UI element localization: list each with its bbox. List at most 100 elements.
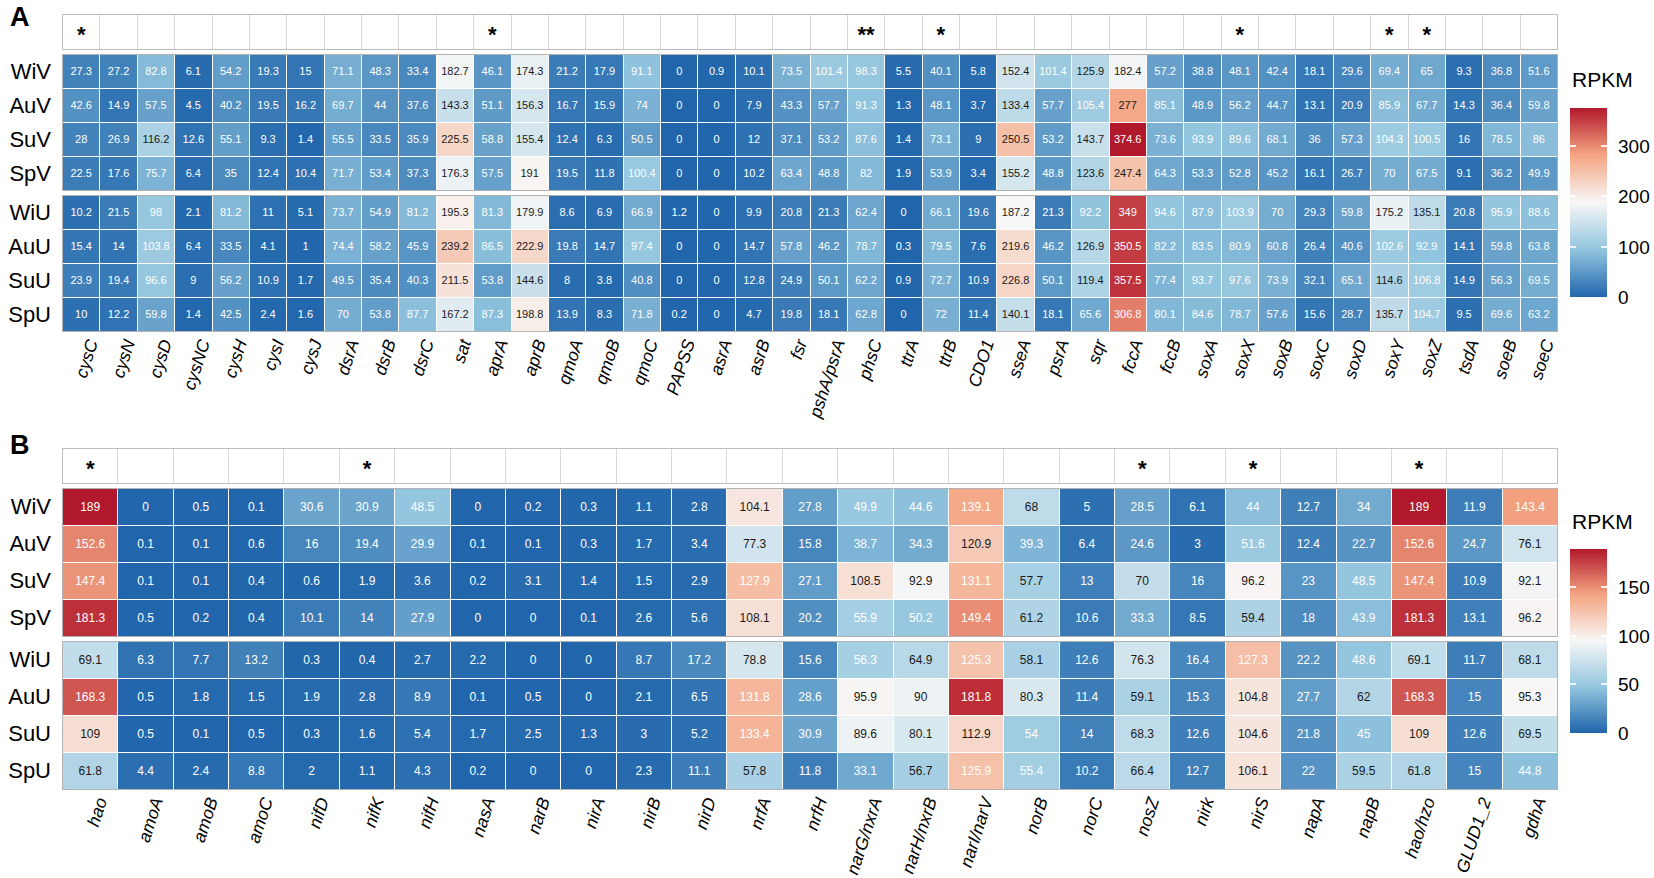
heatmap-cell: 195.3 [437, 196, 473, 229]
heatmap-cell: 61.8 [63, 753, 117, 789]
heatmap-cell: 62 [1337, 679, 1391, 715]
heatmap-cell: 19.6 [960, 196, 996, 229]
heatmap-cell: 53.4 [362, 157, 398, 190]
panel-b-label: B [10, 430, 30, 461]
heatmap-cell: 68.1 [1259, 123, 1295, 156]
significance-cell [287, 15, 323, 49]
heatmap-cell: 9.5 [1446, 298, 1482, 331]
gene-label: cysJ [296, 337, 327, 377]
significance-cell [586, 15, 622, 49]
heatmap-cell: 40.2 [213, 89, 249, 122]
gene-label: nasA [467, 795, 499, 839]
heatmap-cell: 103.8 [138, 230, 174, 263]
heatmap-cell: 104.3 [1371, 123, 1407, 156]
heatmap-cell: 22 [1281, 753, 1335, 789]
heatmap-cell: 50.1 [1035, 264, 1071, 297]
heatmap-cell: 59.8 [1334, 196, 1370, 229]
heatmap-cell: 112.9 [949, 716, 1003, 752]
heatmap-cell: 62.2 [848, 264, 884, 297]
heatmap-cell: 15.9 [586, 89, 622, 122]
heatmap-cell: 0.2 [174, 600, 228, 636]
significance-cell [213, 15, 249, 49]
heatmap-cell: 12.2 [100, 298, 136, 331]
heatmap-cell: 95.3 [1503, 679, 1557, 715]
heatmap-cell: 55.1 [213, 123, 249, 156]
significance-cell [736, 15, 772, 49]
heatmap-cell: 11.4 [960, 298, 996, 331]
heatmap-cell: 10.1 [736, 55, 772, 88]
heatmap-cell: 26.9 [100, 123, 136, 156]
gene-label: ttrB [933, 337, 961, 369]
heatmap-cell: 33.1 [838, 753, 892, 789]
heatmap-cell: 33.5 [362, 123, 398, 156]
heatmap-cell: 2.1 [617, 679, 671, 715]
heatmap-cell: 16 [1446, 123, 1482, 156]
row-label: WiU [0, 642, 58, 678]
heatmap-cell: 0.5 [118, 600, 172, 636]
row-label: WiU [0, 196, 58, 229]
heatmap-cell: 54 [1004, 716, 1058, 752]
significance-cell [949, 449, 1003, 483]
heatmap-cell: 2.2 [451, 642, 505, 678]
heatmap-cell: 70 [1371, 157, 1407, 190]
heatmap-cell: 65.6 [1072, 298, 1108, 331]
heatmap-cell: 5.8 [960, 55, 996, 88]
significance-cell [1004, 449, 1058, 483]
heatmap-cell: 12.6 [1447, 716, 1501, 752]
heatmap-cell: 56.2 [1222, 89, 1258, 122]
heatmap-cell: 42.6 [63, 89, 99, 122]
gene-label: pshA/psrA [805, 337, 850, 420]
heatmap-cell: 38.8 [1184, 55, 1220, 88]
heatmap-cell: 84.6 [1184, 298, 1220, 331]
heatmap-cell: 34.3 [894, 526, 948, 562]
heatmap-cell: 36 [1296, 123, 1332, 156]
heatmap-cell: 1.4 [885, 123, 921, 156]
heatmap-cell: 97.6 [1222, 264, 1258, 297]
heatmap-cell: 81.2 [213, 196, 249, 229]
heatmap-cell: 0.3 [561, 489, 615, 525]
significance-cell [138, 15, 174, 49]
heatmap-cell: 2 [284, 753, 338, 789]
significance-cell [1147, 15, 1183, 49]
heatmap-cell: 0 [506, 600, 560, 636]
heatmap-cell: 8.9 [395, 679, 449, 715]
heatmap-cell: 18 [1281, 600, 1335, 636]
heatmap-cell: 64.9 [894, 642, 948, 678]
heatmap-cell: 0.6 [284, 563, 338, 599]
significance-cell [250, 15, 286, 49]
heatmap-cell: 357.5 [1110, 264, 1146, 297]
heatmap-cell: 155.2 [997, 157, 1033, 190]
heatmap-cell: 167.2 [437, 298, 473, 331]
heatmap-cell: 11.4 [1060, 679, 1114, 715]
heatmap-cell: 29.9 [395, 526, 449, 562]
heatmap-cell: 50.1 [811, 264, 847, 297]
heatmap-cell: 14.7 [736, 230, 772, 263]
heatmap-cell: 80.1 [894, 716, 948, 752]
heatmap-cell: 68.1 [1503, 642, 1557, 678]
heatmap-cell: 119.4 [1072, 264, 1108, 297]
heatmap-cell: 12.6 [1170, 716, 1224, 752]
heatmap-cell: 0 [698, 123, 734, 156]
heatmap-cell: 39.3 [1004, 526, 1058, 562]
heatmap-cell: 5.4 [395, 716, 449, 752]
heatmap-cell: 1.1 [340, 753, 394, 789]
legend-tick-mark [1601, 635, 1607, 637]
significance-cell [672, 449, 726, 483]
heatmap-cell: 66.9 [624, 196, 660, 229]
heatmap-cell: 1.8 [174, 679, 228, 715]
heatmap-cell: 69.5 [1521, 264, 1557, 297]
heatmap-cell: 0.4 [229, 563, 283, 599]
gene-label: ttrA [896, 337, 924, 369]
significance-cell [727, 449, 781, 483]
gene-label: napA [1297, 795, 1330, 840]
heatmap-cell: 19.4 [340, 526, 394, 562]
gene-label: soxX [1228, 337, 1260, 380]
heatmap-cell: 92.9 [894, 563, 948, 599]
heatmap-cell: 94.6 [1147, 196, 1183, 229]
heatmap-cell: 86 [1521, 123, 1557, 156]
heatmap-cell: 21.3 [811, 196, 847, 229]
heatmap-cell: 1 [287, 230, 323, 263]
heatmap-cell: 72.7 [923, 264, 959, 297]
heatmap-cell: 51.6 [1521, 55, 1557, 88]
heatmap-cell: 30.9 [340, 489, 394, 525]
